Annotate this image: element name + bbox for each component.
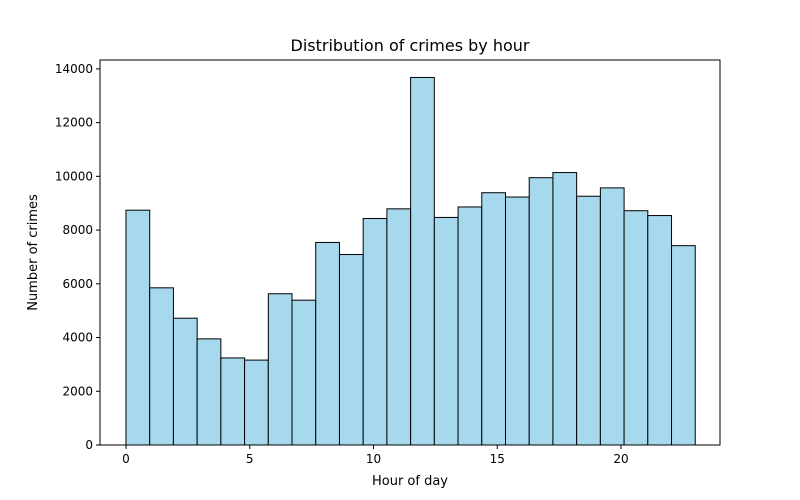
histogram-bar — [386, 208, 412, 446]
histogram-bar — [552, 172, 578, 446]
y-tick-label: 12000 — [55, 116, 93, 130]
y-tick-label: 8000 — [62, 223, 93, 237]
histogram-bar — [410, 76, 435, 446]
histogram-bar — [172, 317, 198, 446]
y-tick-label: 14000 — [55, 62, 93, 76]
y-tick-label: 6000 — [62, 277, 93, 291]
x-tick-label: 0 — [122, 452, 130, 466]
x-axis-label: Hour of day — [372, 474, 448, 489]
histogram-bar — [315, 241, 340, 446]
histogram-bar — [647, 215, 673, 446]
histogram-bar — [196, 338, 222, 446]
histogram-bar — [599, 187, 625, 446]
bars-group — [125, 76, 696, 446]
x-axis-ticks: 0 5 10 15 20 — [122, 445, 629, 466]
histogram-bar — [481, 192, 506, 446]
plot-frame — [99, 59, 721, 446]
histogram-bar — [504, 196, 530, 446]
y-tick-label: 10000 — [55, 169, 93, 183]
histogram-bar — [528, 177, 554, 446]
histogram-bar — [291, 299, 317, 446]
histogram-bar — [671, 245, 696, 446]
x-tick-label: 15 — [490, 452, 505, 466]
x-tick-label: 10 — [366, 452, 381, 466]
chart-title: Distribution of crimes by hour — [291, 36, 530, 55]
histogram-bar — [267, 293, 293, 446]
histogram-bar — [457, 206, 483, 446]
histogram-bar — [433, 216, 459, 446]
histogram-bar — [125, 209, 151, 446]
y-tick-label: 2000 — [62, 384, 93, 398]
y-tick-label: 0 — [85, 438, 93, 452]
histogram-bar — [362, 218, 388, 446]
histogram-bar — [220, 357, 246, 446]
histogram-bar — [244, 359, 269, 446]
histogram-bar — [623, 210, 649, 446]
y-tick-label: 4000 — [62, 331, 93, 345]
histogram-bar — [576, 195, 601, 446]
x-tick-label: 20 — [613, 452, 628, 466]
y-axis-ticks: 0 2000 4000 6000 8000 10000 12000 14000 — [55, 62, 100, 452]
x-tick-label: 5 — [246, 452, 254, 466]
histogram-bar — [149, 287, 174, 446]
histogram-bar — [338, 254, 364, 446]
y-axis-label: Number of crimes — [26, 194, 41, 311]
